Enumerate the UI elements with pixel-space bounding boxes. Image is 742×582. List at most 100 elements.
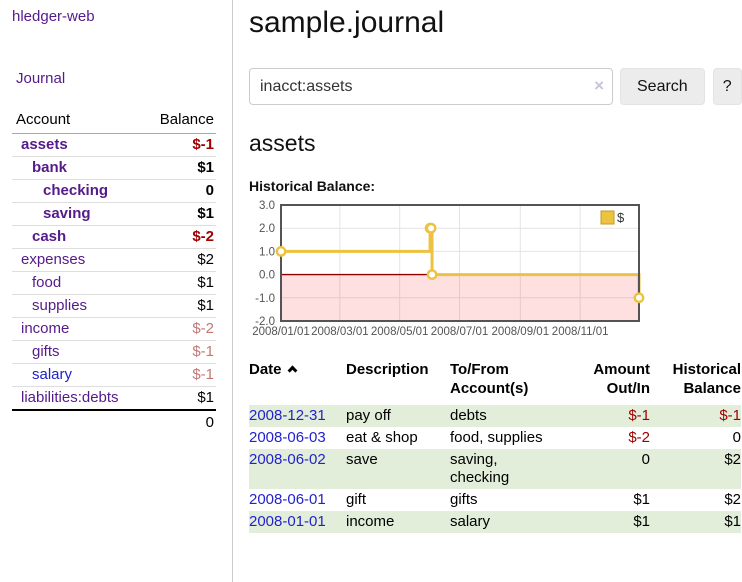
transaction-accounts: debts (450, 407, 487, 424)
y-tick-label: -1.0 (255, 293, 275, 305)
y-tick-label: 2.0 (259, 223, 275, 235)
main-content: sample.journal × Search ? assets Histori… (233, 0, 742, 582)
accounts-header-row: Account Balance (12, 108, 216, 134)
legend-swatch (600, 210, 615, 225)
transaction-accounts: salary (450, 513, 491, 530)
account-balance: $1 (143, 202, 216, 226)
account-row: expenses $2 (12, 248, 216, 272)
transaction-description: gift (346, 491, 367, 508)
register-row: 2008-12-31 pay off debts $-1 $-1 (249, 405, 741, 427)
accounts-header-balance: Balance (143, 108, 216, 134)
transaction-description: income (346, 513, 395, 530)
transaction-accounts: food, supplies (450, 429, 543, 446)
account-balance: 0 (143, 179, 216, 203)
transaction-description: eat & shop (346, 429, 418, 446)
account-balance: $-1 (143, 133, 216, 157)
account-heading: assets (249, 130, 316, 156)
account-balance: $1 (143, 294, 216, 318)
x-tick-label: 2008/01/01 (252, 326, 310, 338)
transaction-balance: $1 (724, 513, 741, 530)
account-balance: $-1 (143, 340, 216, 364)
account-link-bank[interactable]: bank (32, 159, 68, 176)
transaction-date-link[interactable]: 2008-06-01 (249, 491, 326, 508)
legend-label: $ (617, 210, 625, 225)
accounts-total-row: 0 (12, 409, 216, 434)
account-link-supplies[interactable]: supplies (32, 297, 88, 314)
transaction-amount: $-2 (628, 429, 650, 446)
transaction-date-link[interactable]: 2008-01-01 (249, 513, 326, 530)
y-tick-label: 3.0 (259, 200, 275, 212)
account-balance: $2 (143, 248, 216, 272)
account-row: bank $1 (12, 156, 216, 180)
register-table: Date Description To/From Account(s) Amoun… (249, 360, 741, 533)
transaction-date-link[interactable]: 2008-06-03 (249, 429, 326, 446)
sort-ascending-icon (287, 365, 297, 376)
data-point-marker (275, 246, 287, 257)
transaction-amount: $-1 (628, 407, 650, 424)
help-button[interactable]: ? (712, 68, 742, 105)
transaction-description: pay off (346, 407, 391, 424)
account-link-food[interactable]: food (32, 274, 62, 291)
accounts-total-balance: 0 (143, 409, 216, 434)
register-table-body: 2008-12-31 pay off debts $-1 $-1 2008-06-03 ea… (249, 405, 741, 533)
search-button[interactable]: Search (620, 68, 705, 105)
brand-link[interactable]: hledger-web (12, 8, 95, 25)
register-row: 2008-01-01 income salary $1 $1 (249, 511, 741, 533)
account-link-expenses[interactable]: expenses (21, 251, 86, 268)
data-point-marker (425, 222, 437, 234)
account-link-salary[interactable]: salary (32, 366, 73, 383)
account-link-income[interactable]: income (21, 320, 70, 337)
x-tick-label: 2008/11/01 (552, 326, 609, 338)
y-tick-label: -2.0 (255, 316, 275, 328)
account-link-gifts[interactable]: gifts (32, 343, 60, 360)
transaction-date-link[interactable]: 2008-06-02 (249, 451, 326, 468)
x-tick-label: 2008/07/01 (431, 326, 489, 338)
page-title: sample.journal (249, 6, 445, 39)
account-row: saving $1 (12, 202, 216, 226)
account-balance: $-2 (143, 225, 216, 249)
sidebar: hledger-web Journal Account Balance asse… (0, 0, 233, 582)
clear-search-icon[interactable]: × (594, 76, 604, 95)
sidebar-item-journal[interactable]: Journal (16, 70, 66, 87)
account-link-assets[interactable]: assets (21, 136, 68, 153)
account-row: assets $-1 (12, 133, 216, 157)
register-header-description: Description (346, 361, 429, 378)
transaction-accounts: saving, checking (450, 451, 510, 486)
x-tick-label: 2008/09/01 (492, 326, 550, 338)
transaction-balance: $2 (724, 451, 741, 468)
account-balance: $1 (143, 156, 216, 180)
account-row: salary $-1 (12, 363, 216, 387)
transaction-accounts: gifts (450, 491, 478, 508)
account-link-checking[interactable]: checking (43, 182, 109, 199)
account-balance: $-2 (143, 317, 216, 341)
transaction-balance: 0 (732, 429, 741, 446)
register-header-date-label: Date (249, 361, 282, 378)
account-link-saving[interactable]: saving (43, 205, 91, 222)
transaction-amount: $1 (633, 491, 650, 508)
x-tick-label: 2008/05/01 (371, 326, 429, 338)
chart-title: Historical Balance: (249, 178, 376, 194)
accounts-total-spacer (12, 409, 144, 434)
account-link-liabilities-debts[interactable]: liabilities:debts (21, 389, 119, 406)
account-link-cash[interactable]: cash (32, 228, 67, 245)
register-header-date[interactable]: Date (249, 360, 346, 405)
search-form: × Search ? (249, 68, 742, 105)
register-row: 2008-06-03 eat & shop food, supplies $-2 0 (249, 427, 741, 449)
plot-border (280, 204, 640, 322)
transaction-date-link[interactable]: 2008-12-31 (249, 407, 326, 424)
register-row: 2008-06-02 save saving, checking 0 $2 (249, 449, 741, 489)
search-input[interactable] (249, 68, 613, 105)
register-header-balance: Historical Balance (672, 361, 741, 397)
account-balance: $1 (143, 386, 216, 411)
register-header-amount: Amount Out/In (593, 361, 650, 397)
register-header-accounts: To/From Account(s) (450, 361, 529, 397)
account-row: checking 0 (12, 179, 216, 203)
account-row: gifts $-1 (12, 340, 216, 364)
transaction-balance: $2 (724, 491, 741, 508)
accounts-header-account: Account (12, 108, 144, 134)
register-header-row: Date Description To/From Account(s) Amoun… (249, 360, 741, 405)
search-input-wrap: × (249, 68, 613, 105)
y-tick-label: 1.0 (259, 246, 275, 258)
register-row: 2008-06-01 gift gifts $1 $2 (249, 489, 741, 511)
